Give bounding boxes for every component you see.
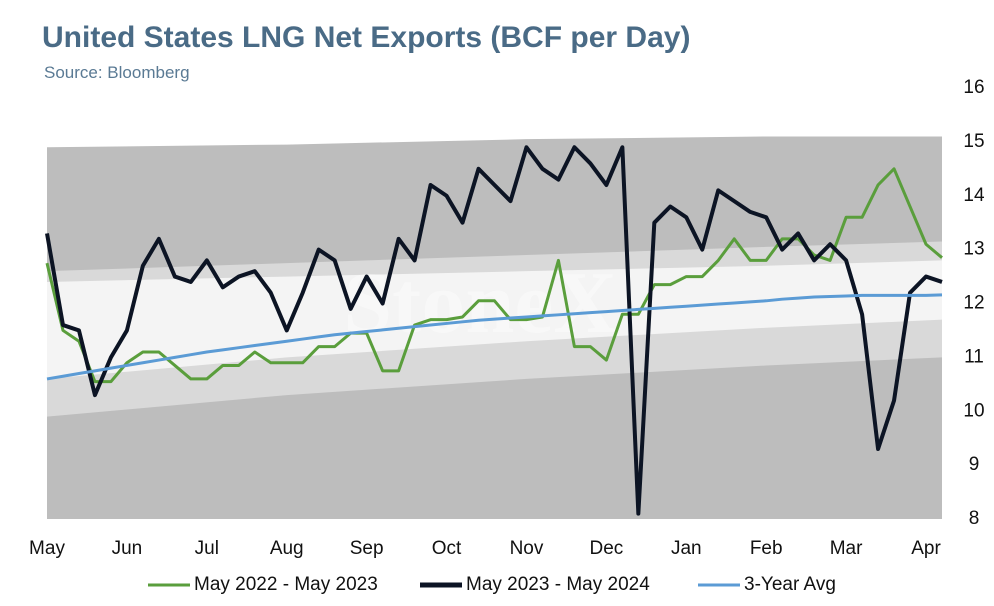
y-tick-label: 12	[963, 293, 984, 314]
x-tick-label: Jan	[671, 538, 702, 559]
x-tick-label: Jun	[112, 538, 143, 559]
legend-label: 3-Year Avg	[744, 574, 836, 595]
legend-label: May 2023 - May 2024	[466, 574, 650, 595]
y-tick-label: 13	[963, 239, 984, 260]
chart-title: United States LNG Net Exports (BCF per D…	[42, 21, 690, 54]
x-tick-label: Jul	[195, 538, 219, 559]
x-tick-label: Nov	[510, 538, 544, 559]
y-tick-label: 15	[963, 131, 984, 152]
y-tick-label: 8	[969, 508, 980, 529]
series-line	[46, 293, 943, 381]
x-tick-label: Mar	[830, 538, 863, 559]
chart-subtitle: Source: Bloomberg	[44, 63, 190, 82]
legend-label: May 2022 - May 2023	[194, 574, 378, 595]
x-tick-label: Sep	[350, 538, 384, 559]
y-tick-label: 9	[969, 454, 980, 475]
x-tick-label: Dec	[589, 538, 623, 559]
y-tick-label: 11	[964, 346, 984, 367]
x-tick-label: Apr	[911, 538, 941, 559]
x-tick-label: Oct	[432, 538, 462, 559]
y-tick-label: 16	[963, 77, 984, 98]
x-tick-label: Aug	[270, 538, 304, 559]
lines	[45, 145, 943, 516]
x-tick-label: May	[29, 538, 65, 559]
y-tick-label: 14	[963, 185, 985, 206]
x-tick-label: Feb	[750, 538, 783, 559]
series-line	[45, 145, 943, 516]
y-tick-label: 10	[963, 400, 984, 421]
